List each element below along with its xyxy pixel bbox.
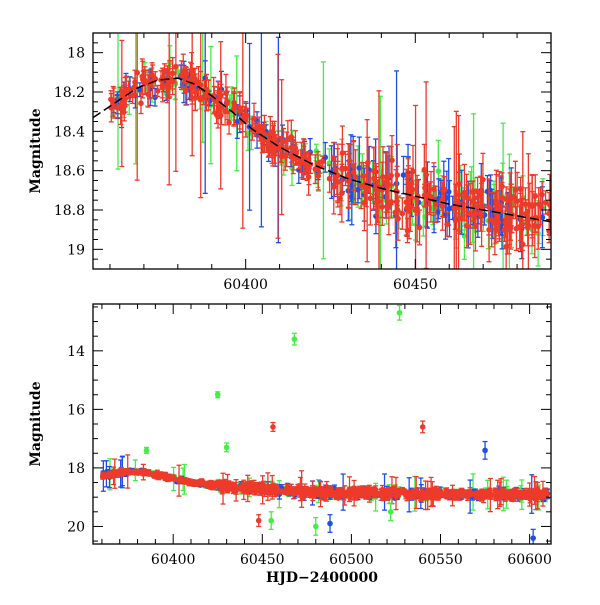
- top-red-point: [385, 181, 391, 187]
- top-red-point: [283, 153, 289, 159]
- bottom-data-points: [100, 305, 550, 546]
- top-red-point: [473, 224, 479, 230]
- top-red-point: [118, 103, 124, 109]
- top-y-tick-label: 19: [67, 242, 85, 258]
- top-red-point: [184, 71, 190, 77]
- top-red-point: [472, 195, 478, 201]
- top-red-point: [513, 187, 519, 193]
- top-red-point: [358, 183, 364, 189]
- top-red-point: [472, 211, 478, 217]
- top-red-point: [149, 72, 155, 78]
- top-red-point: [547, 202, 553, 208]
- top-x-tick-label: 60450: [393, 277, 438, 293]
- top-red-point: [394, 199, 400, 205]
- top-red-point: [140, 77, 146, 83]
- top-red-point: [132, 79, 138, 85]
- top-red-point: [475, 189, 481, 195]
- top-red-point: [492, 221, 498, 227]
- top-green-point: [436, 168, 442, 174]
- top-red-point: [536, 201, 542, 207]
- top-red-point: [173, 64, 179, 70]
- top-red-point: [362, 200, 368, 206]
- top-red-point: [503, 244, 509, 250]
- top-blue-point: [401, 172, 407, 178]
- top-x-tick-label: 60400: [223, 277, 268, 293]
- top-red-point: [486, 204, 492, 210]
- top-red-point: [451, 205, 457, 211]
- top-y-tick-label: 18.8: [54, 203, 85, 219]
- top-red-point: [327, 176, 333, 182]
- top-red-point: [395, 207, 401, 213]
- top-red-point: [285, 136, 291, 142]
- top-red-point: [417, 225, 423, 231]
- top-red-point: [343, 166, 349, 172]
- top-red-point: [527, 202, 533, 208]
- top-red-point: [442, 187, 448, 193]
- top-red-point: [517, 224, 523, 230]
- top-red-point: [312, 166, 318, 172]
- top-red-point: [365, 160, 371, 166]
- top-red-point: [347, 158, 353, 164]
- top-red-point: [422, 185, 428, 191]
- top-red-point: [431, 186, 437, 192]
- top-red-point: [166, 81, 172, 87]
- top-red-point: [225, 99, 231, 105]
- top-red-point: [457, 215, 463, 221]
- top-red-point: [497, 202, 503, 208]
- top-red-point: [464, 223, 470, 229]
- top-red-point: [179, 72, 185, 78]
- top-red-point: [374, 200, 380, 206]
- top-red-point: [518, 186, 524, 192]
- top-red-point: [266, 148, 272, 154]
- top-red-point: [138, 100, 144, 106]
- top-y-tick-label: 18.2: [54, 85, 85, 101]
- top-red-point: [539, 192, 545, 198]
- top-red-point: [388, 199, 394, 205]
- top-red-point: [444, 221, 450, 227]
- top-red-point: [334, 179, 340, 185]
- top-y-tick-label: 18.6: [54, 164, 85, 180]
- top-red-point: [380, 174, 386, 180]
- top-red-point: [423, 172, 429, 178]
- top-red-point: [389, 157, 395, 163]
- top-red-point: [237, 105, 243, 111]
- top-red-point: [170, 71, 176, 77]
- top-red-point: [493, 226, 499, 232]
- top-red-point: [499, 184, 505, 190]
- top-red-point: [331, 155, 337, 161]
- top-red-point: [268, 131, 274, 137]
- top-red-point: [320, 159, 326, 165]
- top-y-tick-label: 18: [67, 46, 85, 62]
- top-red-point: [462, 190, 468, 196]
- top-y-tick-label: 18.4: [54, 124, 85, 140]
- top-red-point: [353, 174, 359, 180]
- top-red-point: [520, 242, 526, 248]
- top-red-point: [388, 173, 394, 179]
- top-red-point: [408, 205, 414, 211]
- top-red-point: [507, 197, 513, 203]
- top-red-point: [232, 104, 238, 110]
- top-y-axis-label: Magnitude: [28, 108, 44, 193]
- top-red-point: [400, 211, 406, 217]
- top-red-point: [306, 174, 312, 180]
- top-red-point: [368, 196, 374, 202]
- top-red-point: [394, 172, 400, 178]
